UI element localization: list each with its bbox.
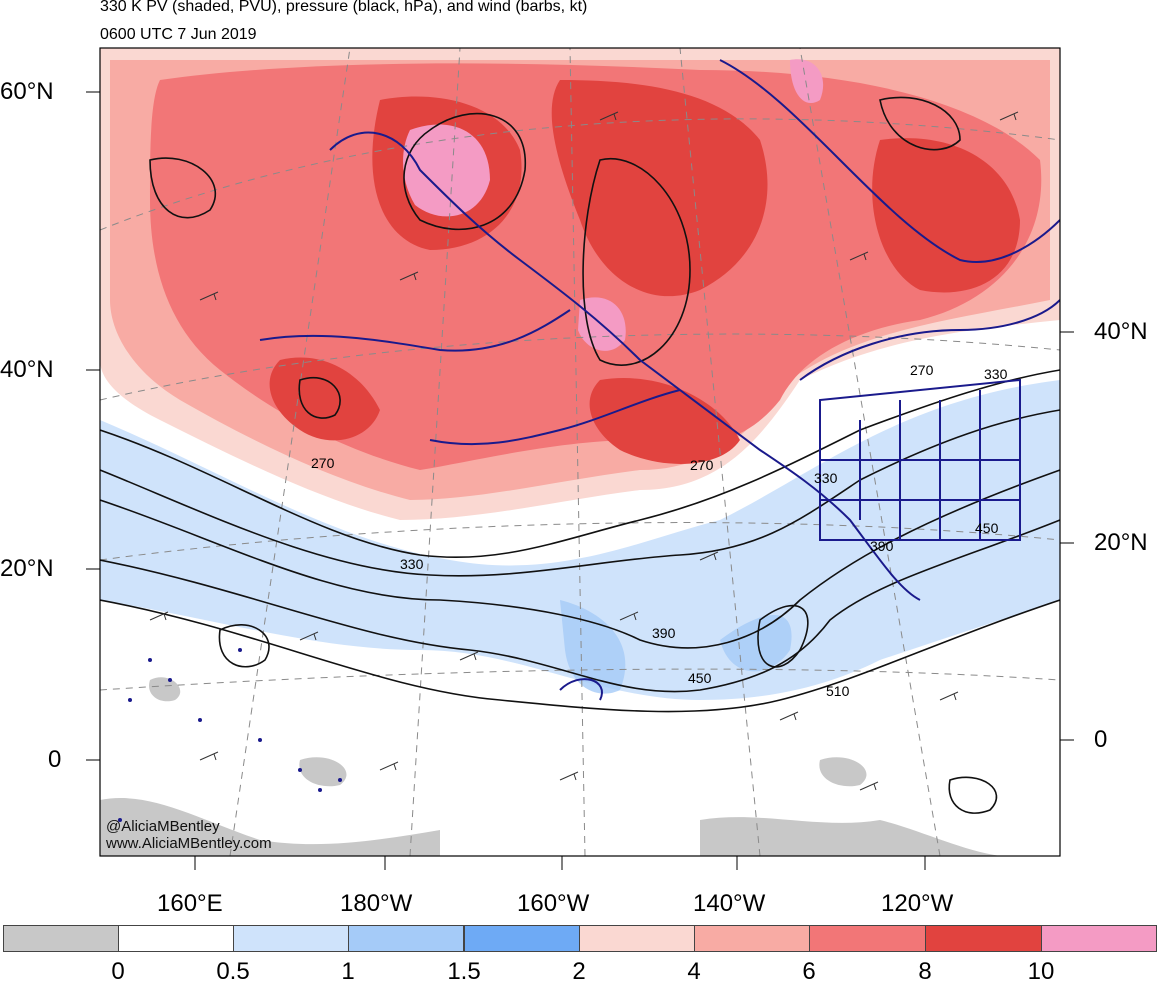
contour-label: 270 xyxy=(910,362,934,378)
colorbar-tick: 1.5 xyxy=(447,958,481,985)
pressure-contours xyxy=(100,96,1060,814)
island-dots xyxy=(118,648,342,822)
contour-label: 330 xyxy=(984,366,1008,382)
contour-label: 270 xyxy=(311,455,335,471)
axis-ticks xyxy=(86,91,1074,870)
colorbar-tick: 0.5 xyxy=(216,958,250,985)
map-title: 330 K PV (shaded, PVU), pressure (black,… xyxy=(100,0,588,15)
colorbar-box xyxy=(694,925,810,952)
map-frame xyxy=(99,47,1061,857)
lat-label-0: 0 xyxy=(48,746,62,773)
colorbar-box xyxy=(348,925,464,952)
lon-label-160w: 160°W xyxy=(517,890,590,917)
colorbar-box xyxy=(233,925,349,952)
contour-label: 330 xyxy=(814,470,838,486)
colorbar-tick: 6 xyxy=(802,958,816,985)
map-valid-time: 0600 UTC 7 Jun 2019 xyxy=(100,26,257,43)
lat-label-40n: 40°N xyxy=(0,356,54,383)
pv-shading-light-blue xyxy=(100,380,1060,700)
colorbar-box xyxy=(118,925,234,952)
pv-shading-grey xyxy=(100,677,1000,856)
colorbar-tick: 10 xyxy=(1027,958,1055,985)
contour-label: 330 xyxy=(400,556,424,572)
colorbar-box xyxy=(925,925,1042,952)
lat-label-60n: 60°N xyxy=(0,78,54,105)
lat-label-right-0: 0 xyxy=(1094,726,1108,753)
colorbar-tick: 1 xyxy=(341,958,355,985)
credit-handle: @AliciaMBentley xyxy=(106,818,220,835)
colorbar-tick: 0 xyxy=(111,958,125,985)
colorbar-box xyxy=(579,925,695,952)
colorbar-tick: 8 xyxy=(918,958,932,985)
contour-label: 450 xyxy=(688,670,712,686)
colorbar-box xyxy=(3,925,119,952)
colorbar-tick: 2 xyxy=(572,958,586,985)
contour-label: 270 xyxy=(690,457,714,473)
lat-label-right-40n: 40°N xyxy=(1094,318,1148,345)
colorbar-box xyxy=(809,925,926,952)
lon-label-120w: 120°W xyxy=(881,890,954,917)
contour-label: 390 xyxy=(870,538,894,554)
lon-label-180w: 180°W xyxy=(340,890,413,917)
colorbar-box xyxy=(1041,925,1157,952)
colorbar-tick: 4 xyxy=(687,958,701,985)
wind-barbs xyxy=(149,111,1019,791)
graticule xyxy=(100,48,1060,856)
contour-label: 390 xyxy=(652,625,676,641)
credit-website[interactable]: www.AliciaMBentley.com xyxy=(106,835,272,852)
coastlines xyxy=(259,59,1060,701)
lat-label-20n: 20°N xyxy=(0,555,54,582)
lon-label-140w: 140°W xyxy=(693,890,766,917)
contour-label: 510 xyxy=(826,683,850,699)
lat-label-right-20n: 20°N xyxy=(1094,529,1148,556)
colorbar-box xyxy=(464,925,580,952)
contour-label: 450 xyxy=(975,520,999,536)
lon-label-160e: 160°E xyxy=(157,890,223,917)
